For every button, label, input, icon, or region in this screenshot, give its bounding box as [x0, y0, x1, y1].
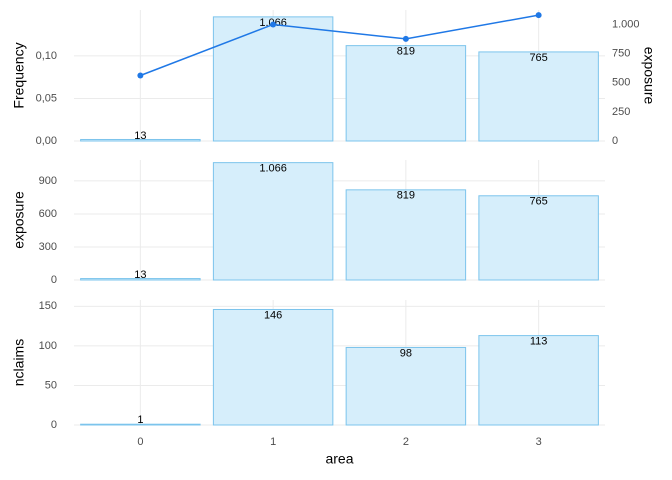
bar	[80, 423, 201, 426]
bar	[478, 335, 599, 426]
bar	[345, 346, 467, 426]
x-axis-title: area	[325, 451, 353, 467]
y2-tick-label: 1.000	[612, 18, 640, 30]
line	[140, 14, 539, 77]
y-tick-label: 0	[51, 274, 57, 286]
y-tick-label: 0,05	[36, 92, 57, 104]
point	[535, 12, 542, 19]
bar	[80, 138, 201, 142]
point	[402, 35, 409, 42]
y-tick-label: 0,10	[36, 50, 57, 62]
value-label: 13	[134, 130, 146, 142]
bar	[345, 189, 467, 281]
x-tick-label: 2	[403, 436, 409, 448]
y2-axis-title: exposure	[641, 47, 657, 105]
y-tick-label: 0,00	[36, 135, 57, 147]
value-label: 146	[264, 309, 282, 321]
x-tick-label: 3	[536, 436, 542, 448]
y-tick-label: 300	[39, 241, 57, 253]
bar	[212, 162, 334, 281]
value-label: 1	[137, 414, 143, 426]
y-axis-title: Frequency	[11, 42, 27, 108]
y2-tick-label: 0	[612, 135, 618, 147]
value-label: 113	[530, 336, 548, 348]
point	[137, 72, 144, 79]
y2-tick-label: 750	[612, 48, 630, 60]
value-label: 819	[397, 46, 415, 58]
bar	[80, 278, 201, 281]
bar	[212, 308, 334, 426]
bar	[478, 51, 599, 142]
value-label: 819	[397, 190, 415, 202]
y2-tick-label: 500	[612, 77, 630, 89]
bar	[478, 195, 599, 281]
y-axis-title: exposure	[11, 191, 27, 249]
y2-tick-label: 250	[612, 106, 630, 118]
x-tick-label: 1	[270, 436, 276, 448]
y-tick-label: 100	[39, 340, 57, 352]
bar	[345, 45, 467, 142]
y-tick-label: 600	[39, 208, 57, 220]
y-tick-label: 150	[39, 300, 57, 312]
value-label: 13	[134, 269, 146, 281]
y-axis-title: nclaims	[11, 339, 27, 386]
bar	[212, 16, 334, 142]
y-tick-label: 0	[51, 419, 57, 431]
value-label: 765	[529, 196, 547, 208]
y-tick-label: 50	[45, 379, 57, 391]
value-label: 765	[529, 52, 547, 64]
point	[270, 21, 277, 28]
x-tick-label: 0	[137, 436, 143, 448]
y-tick-label: 900	[39, 175, 57, 187]
value-label: 98	[400, 347, 412, 359]
value-label: 1.066	[259, 163, 287, 175]
